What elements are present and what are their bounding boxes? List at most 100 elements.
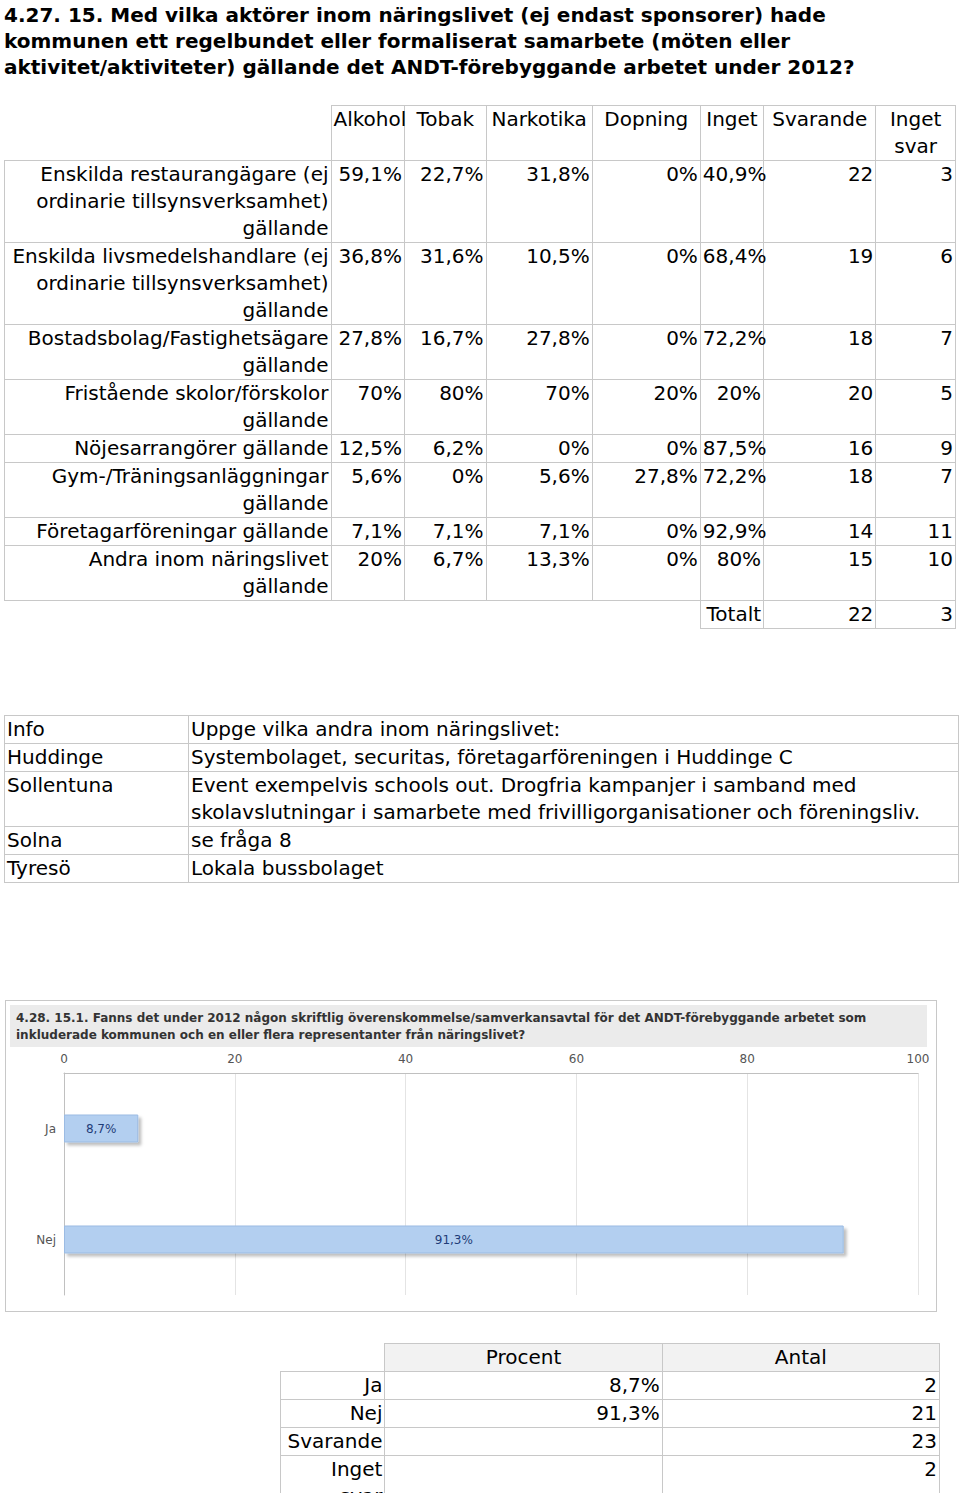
- html-text:80%: 80%: [439, 381, 484, 405]
- html-text:Nej: Nej: [349, 1401, 383, 1425]
- html-text:Gym-/Träningsanläggningar gäll: Gym-/Träningsanläggningar gällande: [51, 464, 329, 515]
- html-text:Narkotika: Narkotika: [491, 107, 587, 131]
- html-text:Inget: Inget: [706, 107, 758, 131]
- svg-text:40: 40: [398, 1052, 413, 1066]
- html-text:36,8%: 36,8%: [338, 244, 402, 268]
- html-text:0%: 0%: [558, 436, 590, 460]
- html-text:0% 72,2%: 0% 72,2%: [666, 326, 767, 350]
- html-text:Ja: Ja: [364, 1373, 383, 1397]
- html-text:6: 6: [940, 244, 953, 268]
- html-text:21: 21: [911, 1401, 937, 1425]
- html-text:Nöjesarrangörer gällande: Nöjesarrangörer gällande: [74, 436, 329, 460]
- html-text:3: 3: [940, 602, 953, 626]
- svg-text:inkluderade kommunen och en el: inkluderade kommunen och en eller flera …: [16, 1028, 525, 1042]
- html-text:Procent: Procent: [485, 1345, 562, 1369]
- html-text:6,2%: 6,2%: [432, 436, 484, 460]
- html-text:6,7%: 6,7%: [432, 547, 484, 571]
- html-text:Huddinge: Huddinge: [7, 745, 104, 769]
- html-text:70%: 70%: [545, 381, 590, 405]
- html-text:9: 9: [940, 436, 953, 460]
- html-text:0% 92,9%: 0% 92,9%: [666, 519, 767, 543]
- html-text:27,8%: 27,8%: [338, 326, 402, 350]
- html-text:Svarande: Svarande: [772, 107, 868, 131]
- html-text:7,1%: 7,1%: [351, 519, 402, 543]
- html-text:16,7%: 16,7%: [420, 326, 484, 350]
- html-text:Totalt: Totalt: [706, 602, 762, 626]
- html-text:27,8% 72,2%: 27,8% 72,2%: [634, 464, 767, 488]
- html-text:Antal: Antal: [774, 1345, 827, 1369]
- html-text:Tyresö: Tyresö: [7, 856, 71, 880]
- html-text:91,3%: 91,3%: [596, 1401, 660, 1425]
- html-text:18: 18: [847, 326, 874, 350]
- svg-text:Nej: Nej: [36, 1233, 56, 1247]
- svg-text:0: 0: [60, 1052, 68, 1066]
- html-text:Lokala bussbolaget: Lokala bussbolaget: [191, 856, 384, 880]
- html-text:20%: 20%: [716, 381, 762, 405]
- html-text:7: 7: [940, 464, 953, 488]
- html-text:Tobak: Tobak: [416, 107, 475, 131]
- html-text:5,6%: 5,6%: [538, 464, 590, 488]
- svg-text:Ja: Ja: [44, 1122, 56, 1136]
- html-text:Inget svar: Inget svar: [890, 107, 942, 158]
- html-text:Enskilda restaurangägare (ej o: Enskilda restaurangägare (ej ordinarie t…: [36, 162, 329, 240]
- html-text:Alkohol: Alkohol: [333, 107, 407, 131]
- html-text:se fråga 8: se fråga 8: [191, 828, 292, 852]
- html-text:59,1%: 59,1%: [338, 162, 402, 186]
- html-text:31,8%: 31,8%: [526, 162, 590, 186]
- svg-text:91,3%: 91,3%: [435, 1233, 473, 1247]
- html-text:18: 18: [847, 464, 874, 488]
- html-text:Fristående skolor/förskolor gä: Fristående skolor/förskolor gällande: [64, 381, 329, 432]
- html-text:14: 14: [847, 519, 874, 543]
- html-text:15: 15: [847, 547, 874, 571]
- html-text:12,5%: 12,5%: [338, 436, 402, 460]
- svg-text:100: 100: [907, 1052, 930, 1066]
- html-text:Enskilda livsmedelshandlare (e: Enskilda livsmedelshandlare (ej ordinari…: [12, 244, 329, 322]
- html-text:8,7%: 8,7%: [608, 1373, 660, 1397]
- html-text:7: 7: [940, 326, 953, 350]
- html-text:80%: 80%: [716, 547, 762, 571]
- html-text:Systembolaget, securitas, före: Systembolaget, securitas, företagarfören…: [191, 745, 793, 769]
- html-text:0%: 0%: [451, 464, 484, 488]
- html-text:7,1%: 7,1%: [432, 519, 484, 543]
- html-text:Event exempelvis schools out.: Event exempelvis schools out. Drogfria k…: [191, 773, 921, 824]
- html-text:22,7%: 22,7%: [420, 162, 484, 186]
- html-text:10: 10: [927, 547, 953, 571]
- html-text:0% 87,5%: 0% 87,5%: [666, 436, 767, 460]
- html-text:11: 11: [927, 519, 953, 543]
- html-text:Företagarföreningar gällande: Företagarföreningar gällande: [36, 519, 329, 543]
- html-text:7,1%: 7,1%: [538, 519, 590, 543]
- svg-text:20: 20: [227, 1052, 242, 1066]
- html-text:Dopning: Dopning: [604, 107, 689, 131]
- html-text:19: 19: [847, 244, 874, 268]
- html-text:Solna: Solna: [7, 828, 63, 852]
- html-text:22: 22: [847, 162, 874, 186]
- html-text:3: 3: [940, 162, 953, 186]
- html-text:Andra inom näringslivet gällan: Andra inom näringslivet gällande: [88, 547, 329, 598]
- html-text:5,6%: 5,6%: [351, 464, 402, 488]
- html-text:70%: 70%: [357, 381, 402, 405]
- html-text:22: 22: [847, 602, 874, 626]
- html-text:Svarande: Svarande: [287, 1429, 383, 1453]
- svg-text:80: 80: [740, 1052, 755, 1066]
- html-text:5: 5: [940, 381, 953, 405]
- html-text:20: 20: [847, 381, 874, 405]
- html-text:Sollentuna: Sollentuna: [7, 773, 114, 797]
- html-text:0% 40,9%: 0% 40,9%: [666, 162, 767, 186]
- html-text:16: 16: [847, 436, 874, 460]
- html-text:0% 68,4%: 0% 68,4%: [666, 244, 767, 268]
- svg-text:8,7%: 8,7%: [86, 1122, 117, 1136]
- html-text:31,6%: 31,6%: [420, 244, 484, 268]
- html-text:Uppge vilka andra inom närings: Uppge vilka andra inom näringslivet:: [191, 717, 561, 741]
- html-text:0%: 0%: [666, 547, 698, 571]
- html-text:4.27. 15. Med vilka aktörer in: 4.27. 15. Med vilka aktörer inom närings…: [4, 3, 855, 79]
- html-text:10,5%: 10,5%: [526, 244, 590, 268]
- html-text:Info: Info: [7, 717, 45, 741]
- html-text:20%: 20%: [357, 547, 402, 571]
- html-text:Bostadsbolag/Fastighetsägare g: Bostadsbolag/Fastighetsägare gällande: [27, 326, 329, 377]
- svg-text:4.28. 15.1. Fanns det under 20: 4.28. 15.1. Fanns det under 2012 någon s…: [16, 1011, 870, 1025]
- html-text:20%: 20%: [653, 381, 698, 405]
- svg-text:60: 60: [569, 1052, 584, 1066]
- html-text:13,3%: 13,3%: [526, 547, 590, 571]
- html-text:27,8%: 27,8%: [526, 326, 590, 350]
- html-text:23: 23: [911, 1429, 937, 1453]
